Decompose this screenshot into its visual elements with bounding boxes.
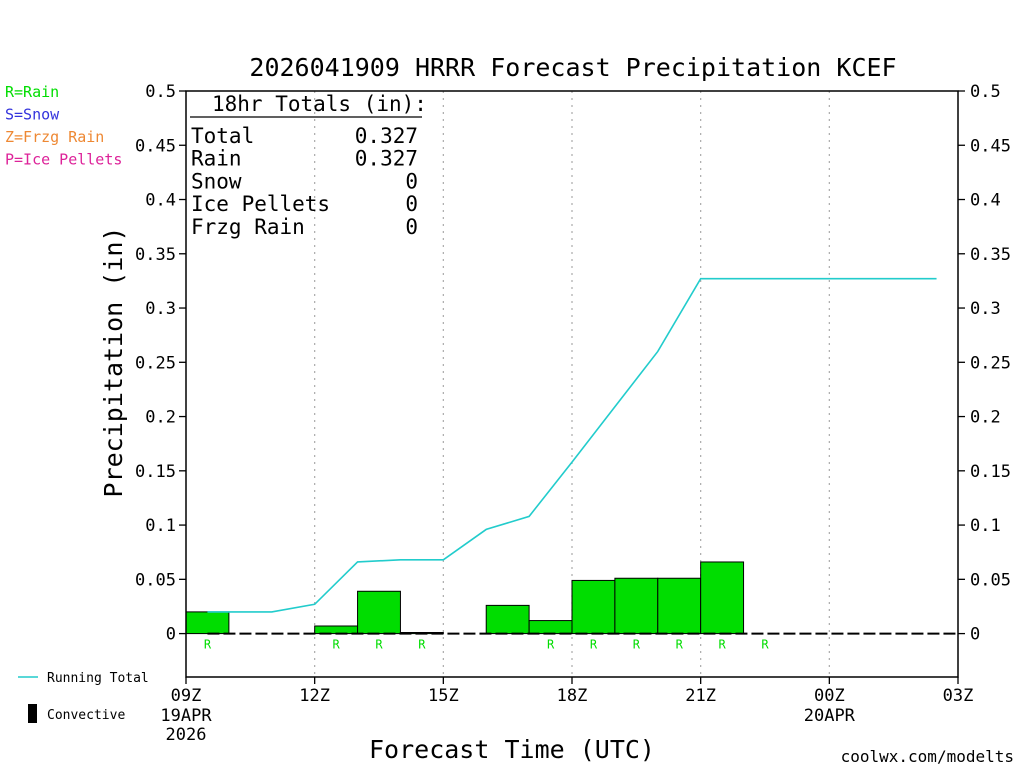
y-tick-label-right: 0.4 <box>970 191 1001 211</box>
totals-row-label: Rain <box>191 147 242 171</box>
type-legend-entry: Z=Frzg Rain <box>5 128 104 146</box>
totals-box: 18hr Totals (in): Total 0.327 Rain 0.327 Sno… <box>190 92 427 239</box>
convective-swatch <box>28 704 37 723</box>
precip-bar <box>357 590 401 635</box>
y-tick-label-right: 0.1 <box>970 516 1001 536</box>
x-tick-date: 2026 <box>166 725 207 745</box>
precip-bar <box>700 561 745 635</box>
y-tick-label: 0.25 <box>135 353 176 373</box>
precip-bar <box>185 611 230 635</box>
rain-marker: R <box>332 638 340 652</box>
y-tick-label: 0 <box>166 625 176 645</box>
chart-title: 2026041909 HRRR Forecast Precipitation K… <box>249 53 896 82</box>
y-ticks-right: 0 0.05 0.1 0.15 0.2 0.25 0.3 0.35 0.4 0.45 0.5 <box>958 82 1011 645</box>
totals-row-label: Total <box>191 124 254 148</box>
y-tick-label: 0.4 <box>145 191 176 211</box>
y-tick-label: 0.1 <box>145 516 176 536</box>
precip-bar <box>571 579 616 635</box>
y-tick-label-right: 0.45 <box>970 136 1011 156</box>
y-tick-label: 0.3 <box>145 299 176 319</box>
rain-marker: R <box>633 638 641 652</box>
x-axis-label: Forecast Time (UTC) <box>369 735 655 764</box>
totals-row-label: Ice Pellets <box>191 192 330 216</box>
running-total-line <box>207 277 937 613</box>
y-tick-label-right: 0.15 <box>970 462 1011 482</box>
rain-marker: R <box>375 638 383 652</box>
rain-marker: R <box>590 638 598 652</box>
rain-marker: R <box>418 638 426 652</box>
precip-bar <box>528 620 573 635</box>
precip-bar <box>614 577 659 635</box>
rain-marker: R <box>761 638 769 652</box>
line-legend: Running Total Convective <box>18 671 149 723</box>
precip-bar <box>485 604 530 635</box>
type-legend-entry: P=Ice Pellets <box>5 151 122 169</box>
rain-marker: R <box>676 638 684 652</box>
credit-text: coolwx.com/modelts <box>841 747 1014 766</box>
y-tick-label-right: 0 <box>970 625 980 645</box>
totals-row-value: 0 <box>405 215 418 239</box>
y-ticks-left: 0 0.05 0.1 0.15 0.2 0.25 0.3 0.35 0.4 0.45 0.5 <box>135 82 186 645</box>
y-tick-label: 0.5 <box>145 82 176 102</box>
totals-row-value: 0.327 <box>355 124 418 148</box>
totals-row-label: Frzg Rain <box>191 215 305 239</box>
y-tick-label-right: 0.3 <box>970 299 1001 319</box>
y-tick-label: 0.05 <box>135 570 176 590</box>
x-tick-label: 03Z <box>943 686 974 706</box>
y-tick-label-right: 0.05 <box>970 570 1011 590</box>
x-tick-label: 21Z <box>685 686 716 706</box>
type-legend-entry: S=Snow <box>5 106 60 124</box>
rain-marker: R <box>718 638 726 652</box>
x-tick-label: 09Z <box>171 686 202 706</box>
precip-bar <box>314 625 359 635</box>
bars <box>185 561 745 635</box>
y-tick-label: 0.15 <box>135 462 176 482</box>
type-legend-entry: R=Rain <box>5 83 59 101</box>
running-total-label: Running Total <box>47 671 149 686</box>
y-tick-label-right: 0.25 <box>970 353 1011 373</box>
x-tick-label: 18Z <box>557 686 588 706</box>
x-tick-label: 15Z <box>428 686 459 706</box>
precip-bar <box>657 577 702 635</box>
y-axis-label: Precipitation (in) <box>99 227 128 498</box>
x-tick-date: 19APR <box>160 706 212 726</box>
totals-header: 18hr Totals (in): <box>212 92 427 116</box>
convective-label: Convective <box>47 708 125 723</box>
y-tick-label: 0.45 <box>135 136 176 156</box>
y-tick-label: 0.2 <box>145 408 176 428</box>
rain-marker: R <box>547 638 555 652</box>
x-tick-label: 12Z <box>299 686 330 706</box>
precip-type-legend: R=Rain S=Snow Z=Frzg Rain P=Ice Pellets <box>5 83 122 169</box>
x-tick-date: 20APR <box>804 706 856 726</box>
y-tick-label-right: 0.35 <box>970 245 1011 265</box>
totals-row-label: Snow <box>191 169 242 193</box>
totals-row-value: 0.327 <box>355 147 418 171</box>
y-tick-label: 0.35 <box>135 245 176 265</box>
x-tick-label: 00Z <box>814 686 845 706</box>
running-total <box>207 277 937 613</box>
totals-row-value: 0 <box>405 192 418 216</box>
y-tick-label-right: 0.5 <box>970 82 1001 102</box>
rain-marker: R <box>204 638 212 652</box>
totals-row-value: 0 <box>405 169 418 193</box>
y-tick-label-right: 0.2 <box>970 408 1001 428</box>
